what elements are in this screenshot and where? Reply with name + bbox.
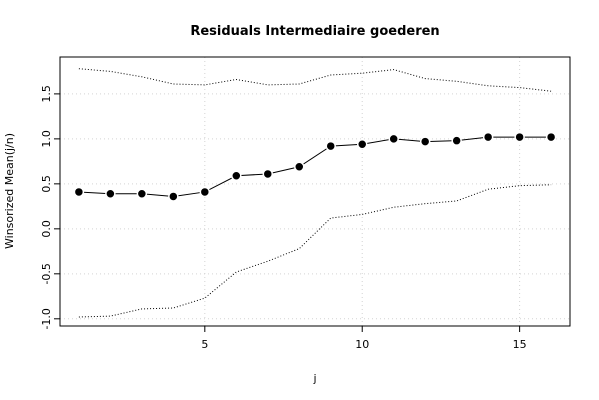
chart-title: Residuals Intermediaire goederen xyxy=(190,24,439,39)
y-tick-label: 1.5 xyxy=(40,85,53,103)
data-point xyxy=(105,188,116,199)
series-line xyxy=(78,184,552,318)
series-line xyxy=(78,68,552,92)
data-point xyxy=(482,131,494,143)
x-tick-label: 15 xyxy=(513,338,527,351)
data-point xyxy=(451,135,462,146)
y-tick-label: 0.5 xyxy=(40,175,53,193)
data-point xyxy=(199,186,211,198)
data-point xyxy=(294,161,305,173)
series-line xyxy=(78,136,552,197)
y-tick-label: -0.5 xyxy=(40,263,53,284)
x-tick-label: 5 xyxy=(201,338,208,351)
data-point xyxy=(325,140,336,152)
data-point xyxy=(231,170,242,182)
data-point xyxy=(168,191,179,202)
data-point xyxy=(262,168,274,180)
plot-frame xyxy=(59,56,571,327)
data-point xyxy=(419,136,431,147)
x-tick-label: 10 xyxy=(355,338,369,351)
data-point xyxy=(356,139,368,150)
data-point xyxy=(73,186,85,198)
data-point xyxy=(514,131,525,143)
data-point xyxy=(545,131,557,143)
y-tick-label: 1.0 xyxy=(40,130,53,148)
x-axis-label: j xyxy=(312,372,316,385)
y-axis-label: Winsorized Mean(j/n) xyxy=(3,133,16,249)
data-point xyxy=(136,188,148,199)
y-tick-label: -1.0 xyxy=(40,308,53,329)
data-point xyxy=(388,133,399,145)
y-tick-label: 0.0 xyxy=(40,220,53,238)
